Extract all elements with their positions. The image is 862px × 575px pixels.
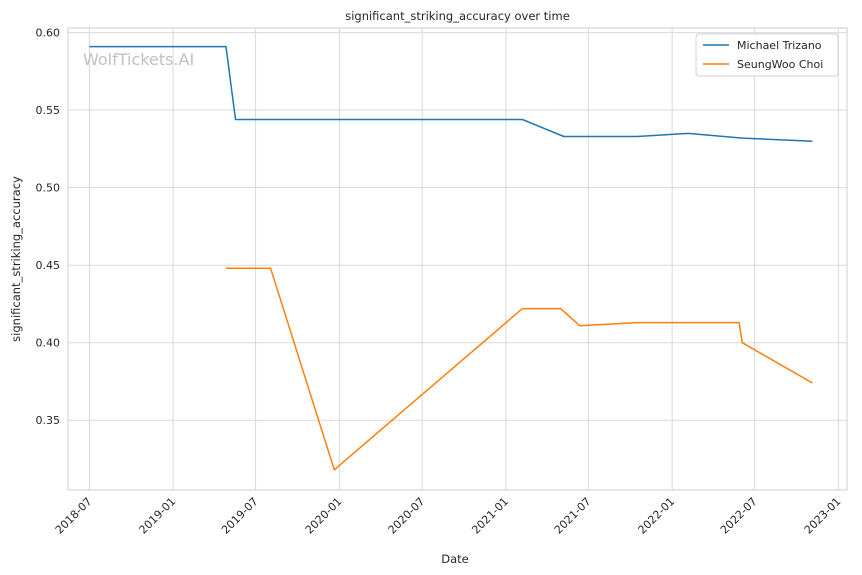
series-layer bbox=[89, 45, 813, 471]
y-tick-label: 0.45 bbox=[36, 259, 61, 272]
series-line-michael-trizano bbox=[89, 45, 813, 142]
x-tick-label: 2022-07 bbox=[718, 495, 760, 537]
x-tick-label: 2021-07 bbox=[552, 495, 594, 537]
legend-box bbox=[695, 33, 839, 77]
legend: Michael Trizano SeungWoo Choi bbox=[695, 33, 839, 77]
legend-label-seungwoo-choi: SeungWoo Choi bbox=[737, 58, 823, 71]
x-tick-label: 2019-07 bbox=[219, 495, 261, 537]
y-tick-label: 0.35 bbox=[36, 414, 61, 427]
x-gridlines bbox=[88, 28, 839, 490]
y-tick-label: 0.60 bbox=[36, 27, 61, 40]
x-tick-label: 2019-01 bbox=[137, 495, 179, 537]
x-tick-label: 2018-07 bbox=[53, 495, 95, 537]
y-tick-labels: 0.35 0.40 0.45 0.50 0.55 0.60 bbox=[36, 27, 61, 428]
plot-area bbox=[67, 27, 848, 491]
y-tick-label: 0.40 bbox=[36, 337, 61, 350]
x-tick-label: 2020-01 bbox=[303, 495, 345, 537]
watermark: WolfTickets.AI bbox=[83, 50, 194, 69]
x-tick-labels: 2018-07 2019-01 2019-07 2020-01 2020-07 2021-… bbox=[53, 495, 844, 537]
x-tick-label: 2023-01 bbox=[802, 495, 844, 537]
chart-title: significant_striking_accuracy over time bbox=[345, 9, 570, 23]
x-axis-label: Date bbox=[441, 552, 469, 566]
y-tick-label: 0.55 bbox=[36, 104, 61, 117]
legend-label-michael-trizano: Michael Trizano bbox=[737, 39, 822, 52]
x-tick-label: 2022-01 bbox=[636, 495, 678, 537]
x-tick-label: 2021-01 bbox=[469, 495, 511, 537]
y-axis-label: significant_striking_accuracy bbox=[9, 176, 23, 342]
x-tick-label: 2020-07 bbox=[386, 495, 428, 537]
y-gridlines bbox=[68, 32, 847, 421]
y-tick-label: 0.50 bbox=[36, 182, 61, 195]
series-line-seungwoo-choi bbox=[226, 267, 813, 471]
